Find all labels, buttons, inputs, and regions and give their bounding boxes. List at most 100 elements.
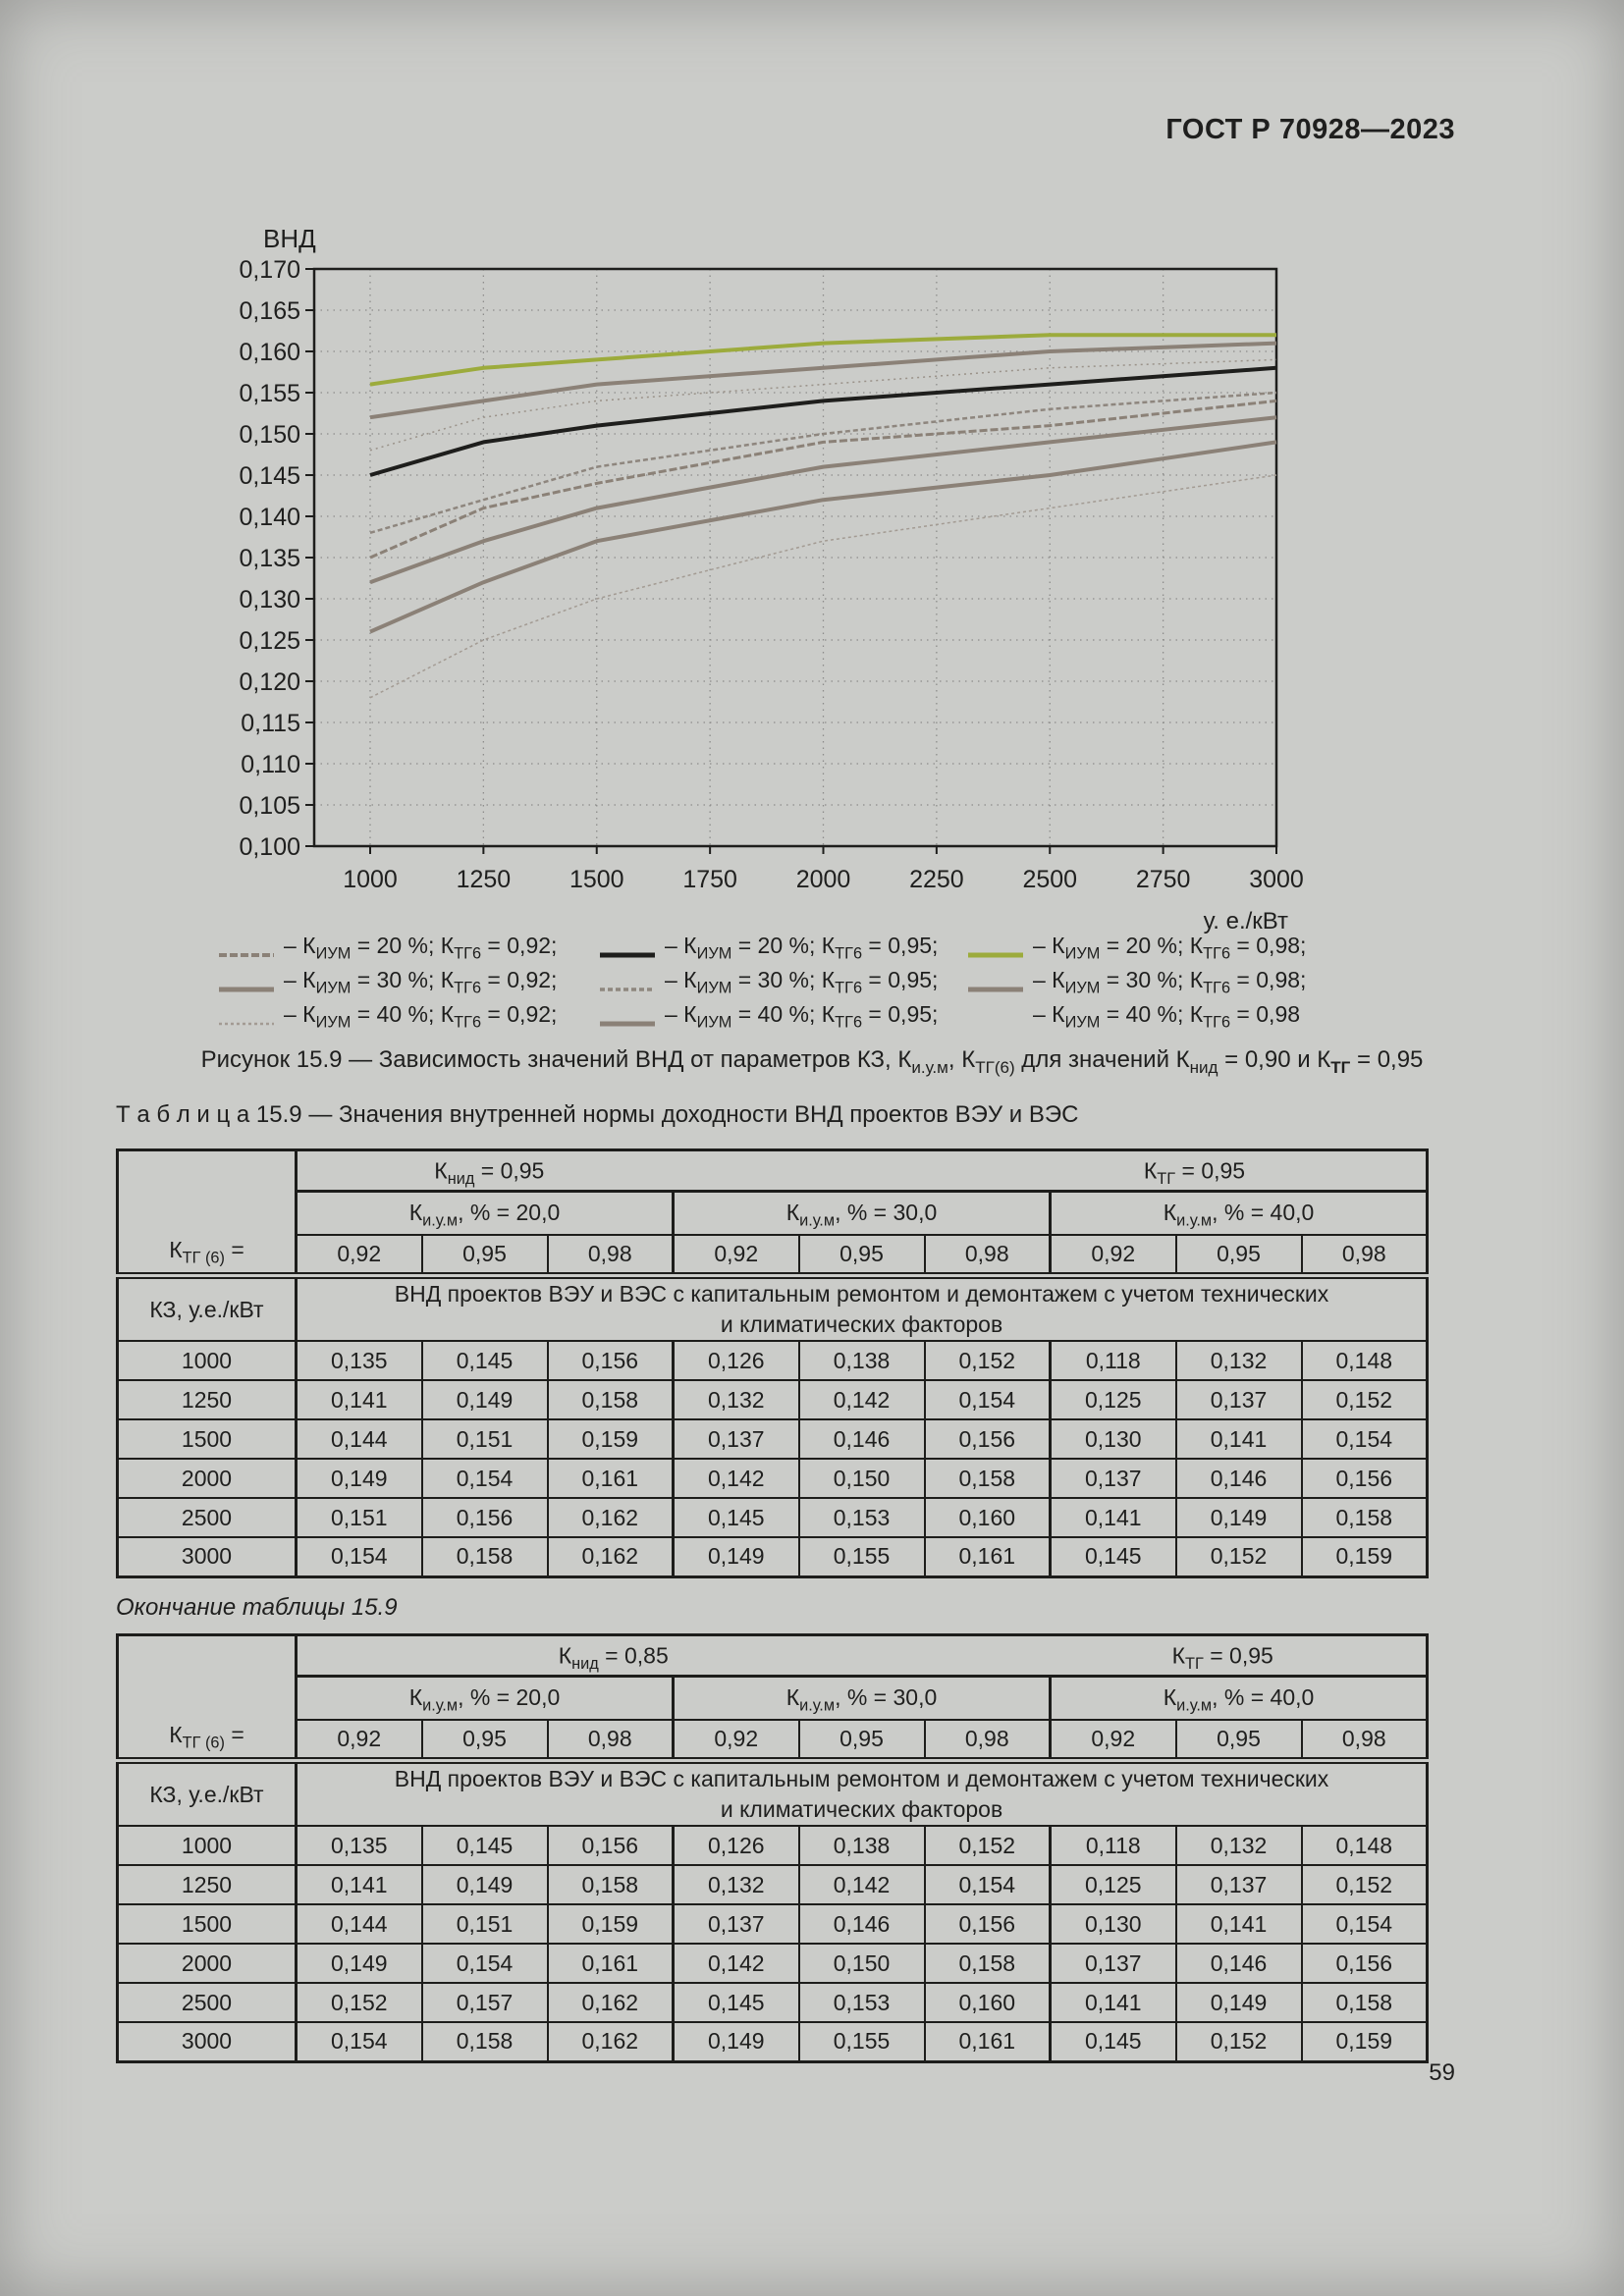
irr-value-cell: 0,162 [546, 1982, 675, 2024]
ktg6-value-cell: 0,92 [1049, 1718, 1177, 1764]
knid-label: Книд = 0,85 [558, 1642, 669, 1672]
irr-value-cell: 0,155 [797, 2021, 926, 2063]
irr-value-cell: 0,137 [1049, 1458, 1177, 1500]
legend-swatch-line [599, 975, 656, 991]
ktg6-value-cell: 0,92 [672, 1718, 800, 1764]
vnd-header-line: и климатических факторов [720, 1796, 1003, 1823]
svg-text:3000: 3000 [1249, 866, 1304, 893]
text-segment: = 30 %; К [351, 967, 455, 992]
kz-value-cell: 1250 [116, 1379, 298, 1421]
text-segment: , % = 30,0 [835, 1684, 938, 1711]
ktg6-value-cell: 0,98 [923, 1718, 1052, 1764]
ktg6-value-cell: 0,92 [672, 1233, 800, 1279]
kz-header-cell: КЗ, у.е./кВт [116, 1759, 298, 1828]
text-segment: = 20 %; К [731, 933, 836, 958]
kz-value-cell: 2000 [116, 1458, 298, 1500]
irr-value-cell: 0,135 [295, 1340, 423, 1382]
text-segment: ТГ6 [835, 944, 863, 963]
text-segment: , % = 20,0 [458, 1200, 561, 1226]
legend-label: – КИУМ = 20 %; КТГ6 = 0,95; [665, 933, 939, 962]
irr-value-cell: 0,144 [295, 1903, 423, 1946]
irr-value-cell: 0,158 [923, 1943, 1052, 1985]
irr-value-cell: 0,156 [1300, 1943, 1429, 1985]
svg-text:1000: 1000 [343, 866, 398, 893]
text-segment: = 0,92; [481, 933, 558, 958]
irr-value-cell: 0,151 [420, 1903, 549, 1946]
irr-value-cell: 0,149 [295, 1943, 423, 1985]
series-line [369, 399, 1277, 560]
ktg6-value-cell: 0,95 [420, 1233, 549, 1279]
table-row: 1000 0,135 0,145 0,156 0,126 0,138 0,152 0,118 0… [116, 1340, 1429, 1382]
text-segment: К [558, 1642, 572, 1668]
legend-item: – КИУМ = 30 %; КТГ6 = 0,98; [967, 963, 1370, 997]
irr-value-cell: 0,135 [295, 1825, 423, 1867]
text-segment: = 0,95; [862, 933, 939, 958]
irr-value-cell: 0,154 [295, 1536, 423, 1578]
text-segment: К [1163, 1684, 1177, 1711]
table-row: КЗ, у.е./кВт ВНД проектов ВЭУ и ВЭС с ка… [116, 1759, 1429, 1828]
kz-value-cell: 1500 [116, 1418, 298, 1461]
irr-value-cell: 0,159 [1300, 1536, 1429, 1578]
irr-value-cell: 0,154 [1300, 1418, 1429, 1461]
group-header-cell: Ки.у.м, % = 20,0 [295, 1675, 675, 1721]
irr-value-cell: 0,149 [420, 1379, 549, 1421]
table-caption: Т а б л и ц а 15.9 — Значения внутренней… [116, 1101, 1078, 1129]
group-header-cell: Ки.у.м, % = 40,0 [1048, 1675, 1429, 1721]
irr-value-cell: 0,118 [1049, 1825, 1177, 1867]
text-segment: и.у.м [422, 1696, 459, 1715]
axis-ticks [305, 268, 1277, 854]
svg-text:1250: 1250 [457, 866, 512, 893]
ktg6-value-cell: 0,95 [797, 1718, 926, 1764]
svg-text:1500: 1500 [569, 866, 624, 893]
ktg6-value-cell: 0,95 [420, 1718, 549, 1764]
text-segment: ТГ6 [454, 944, 482, 963]
irr-value-cell: 0,126 [672, 1825, 800, 1867]
text-segment: = 30 %; К [1100, 967, 1204, 992]
table-row: 1500 0,144 0,151 0,159 0,137 0,146 0,156 0,130 0… [116, 1418, 1429, 1461]
table-15-9-part1: КТГ (6) = Книд = 0,95 КТГ = 0,95 Ки.у.м,… [116, 1148, 1430, 1578]
text-segment: = 0,95; [862, 1001, 939, 1027]
irr-value-cell: 0,161 [546, 1943, 675, 1985]
irr-value-cell: 0,130 [1049, 1903, 1177, 1946]
irr-value-cell: 0,158 [923, 1458, 1052, 1500]
text-segment: и.у.м [799, 1211, 836, 1230]
irr-value-cell: 0,137 [672, 1903, 800, 1946]
legend-item: – КИУМ = 30 %; КТГ6 = 0,95; [599, 963, 967, 997]
text-segment: ИУМ [1064, 979, 1101, 997]
irr-value-cell: 0,149 [672, 2021, 800, 2063]
irr-value-cell: 0,146 [797, 1418, 926, 1461]
irr-value-cell: 0,150 [797, 1943, 926, 1985]
irr-value-cell: 0,142 [797, 1379, 926, 1421]
text-segment: = 0,95 [1350, 1046, 1424, 1073]
irr-value-cell: 0,162 [546, 1497, 675, 1539]
irr-value-cell: 0,141 [295, 1379, 423, 1421]
kz-value-cell: 2500 [116, 1982, 298, 2024]
text-segment: ТГ6 [835, 1013, 863, 1032]
text-segment: = 0,92; [481, 1001, 558, 1027]
ktg6-value-cell: 0,98 [546, 1233, 675, 1279]
text-segment: К [785, 1684, 800, 1711]
table-row: 2500 0,152 0,157 0,162 0,145 0,153 0,160 0,141 0… [116, 1982, 1429, 2024]
irr-value-cell: 0,148 [1300, 1340, 1429, 1382]
series-line [369, 358, 1277, 452]
text-segment: ТГ [1157, 1169, 1176, 1188]
text-segment: , % = 30,0 [835, 1200, 938, 1226]
irr-value-cell: 0,152 [1174, 1536, 1303, 1578]
kz-value-cell: 2500 [116, 1497, 298, 1539]
irr-value-cell: 0,152 [1300, 1864, 1429, 1906]
subheader-row: 0,92 0,95 0,98 0,92 0,95 0,98 0,92 0,95 0,98 [118, 1233, 1429, 1279]
table-row: КЗ, у.е./кВт ВНД проектов ВЭУ и ВЭС с ка… [116, 1274, 1429, 1343]
irr-value-cell: 0,142 [672, 1943, 800, 1985]
table-row: 3000 0,154 0,158 0,162 0,149 0,155 0,161 0,145 0… [116, 1536, 1429, 1578]
text-segment: , К [947, 1046, 976, 1073]
text-segment: = 40 %; К [1100, 1001, 1204, 1027]
irr-value-cell: 0,156 [420, 1497, 549, 1539]
svg-text:0,105: 0,105 [239, 792, 300, 820]
table-continuation-caption: Окончание таблицы 15.9 [116, 1594, 398, 1621]
legend-swatch-line [599, 940, 656, 957]
text-segment: – К [665, 967, 697, 992]
irr-value-cell: 0,132 [1174, 1825, 1303, 1867]
page-number: 59 [1429, 2059, 1455, 2086]
text-segment: = 0,98; [1230, 967, 1307, 992]
